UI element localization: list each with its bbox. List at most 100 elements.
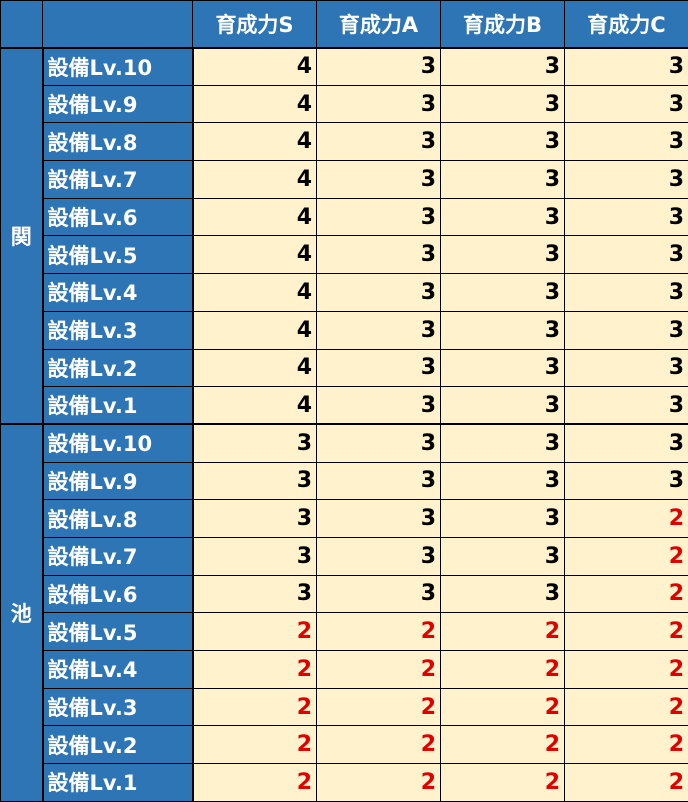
value-cell: 4	[193, 387, 317, 425]
level-label: 設備Lv.10	[43, 48, 193, 86]
value-cell: 4	[193, 349, 317, 387]
value-cell: 3	[441, 236, 565, 274]
value-cell: 2	[565, 688, 688, 726]
value-cell: 4	[193, 274, 317, 312]
header-s: 育成力S	[193, 1, 317, 48]
value-cell: 3	[441, 274, 565, 312]
value-cell: 4	[193, 236, 317, 274]
value-cell: 3	[317, 85, 441, 123]
value-cell: 2	[565, 613, 688, 651]
level-label: 設備Lv.3	[43, 688, 193, 726]
level-label: 設備Lv.2	[43, 726, 193, 764]
value-cell: 2	[193, 651, 317, 689]
header-level	[43, 1, 193, 48]
value-cell: 3	[565, 274, 688, 312]
level-label: 設備Lv.5	[43, 613, 193, 651]
level-label: 設備Lv.8	[43, 500, 193, 538]
level-label: 設備Lv.1	[43, 387, 193, 425]
level-label: 設備Lv.6	[43, 198, 193, 236]
value-cell: 3	[441, 48, 565, 86]
value-cell: 3	[441, 85, 565, 123]
value-cell: 3	[441, 311, 565, 349]
level-label: 設備Lv.6	[43, 575, 193, 613]
value-cell: 3	[441, 537, 565, 575]
value-cell: 3	[441, 575, 565, 613]
value-cell: 2	[193, 613, 317, 651]
value-cell: 3	[441, 387, 565, 425]
value-cell: 2	[565, 651, 688, 689]
value-cell: 3	[565, 311, 688, 349]
value-cell: 2	[441, 688, 565, 726]
value-cell: 3	[317, 575, 441, 613]
value-cell: 4	[193, 123, 317, 161]
value-cell: 3	[565, 349, 688, 387]
value-cell: 3	[193, 462, 317, 500]
value-cell: 3	[317, 349, 441, 387]
value-cell: 3	[441, 424, 565, 462]
header-b: 育成力B	[441, 1, 565, 48]
value-cell: 3	[565, 161, 688, 199]
level-label: 設備Lv.4	[43, 274, 193, 312]
value-cell: 2	[317, 688, 441, 726]
level-label: 設備Lv.7	[43, 537, 193, 575]
value-cell: 2	[317, 726, 441, 764]
value-cell: 3	[317, 236, 441, 274]
value-cell: 3	[441, 161, 565, 199]
value-cell: 3	[441, 462, 565, 500]
value-cell: 3	[441, 198, 565, 236]
value-cell: 3	[565, 236, 688, 274]
value-cell: 3	[565, 387, 688, 425]
value-cell: 3	[317, 537, 441, 575]
value-cell: 3	[317, 462, 441, 500]
header-c: 育成力C	[565, 1, 688, 48]
value-cell: 3	[317, 161, 441, 199]
value-cell: 3	[441, 500, 565, 538]
value-cell: 3	[317, 500, 441, 538]
value-cell: 2	[565, 575, 688, 613]
value-cell: 2	[441, 651, 565, 689]
value-cell: 2	[193, 764, 317, 802]
value-cell: 3	[565, 198, 688, 236]
value-cell: 3	[317, 424, 441, 462]
value-cell: 3	[565, 424, 688, 462]
value-cell: 3	[565, 462, 688, 500]
value-cell: 3	[565, 85, 688, 123]
value-cell: 2	[441, 613, 565, 651]
value-cell: 3	[317, 123, 441, 161]
level-label: 設備Lv.5	[43, 236, 193, 274]
value-cell: 2	[441, 726, 565, 764]
value-cell: 3	[193, 500, 317, 538]
level-label: 設備Lv.2	[43, 349, 193, 387]
header-group	[1, 1, 43, 48]
value-cell: 4	[193, 48, 317, 86]
value-cell: 3	[193, 537, 317, 575]
value-cell: 3	[565, 123, 688, 161]
value-cell: 3	[317, 311, 441, 349]
value-cell: 3	[441, 349, 565, 387]
group-label: 関	[1, 48, 43, 425]
level-label: 設備Lv.8	[43, 123, 193, 161]
value-cell: 2	[565, 537, 688, 575]
value-cell: 4	[193, 311, 317, 349]
value-cell: 4	[193, 85, 317, 123]
value-cell: 3	[193, 575, 317, 613]
header-a: 育成力A	[317, 1, 441, 48]
